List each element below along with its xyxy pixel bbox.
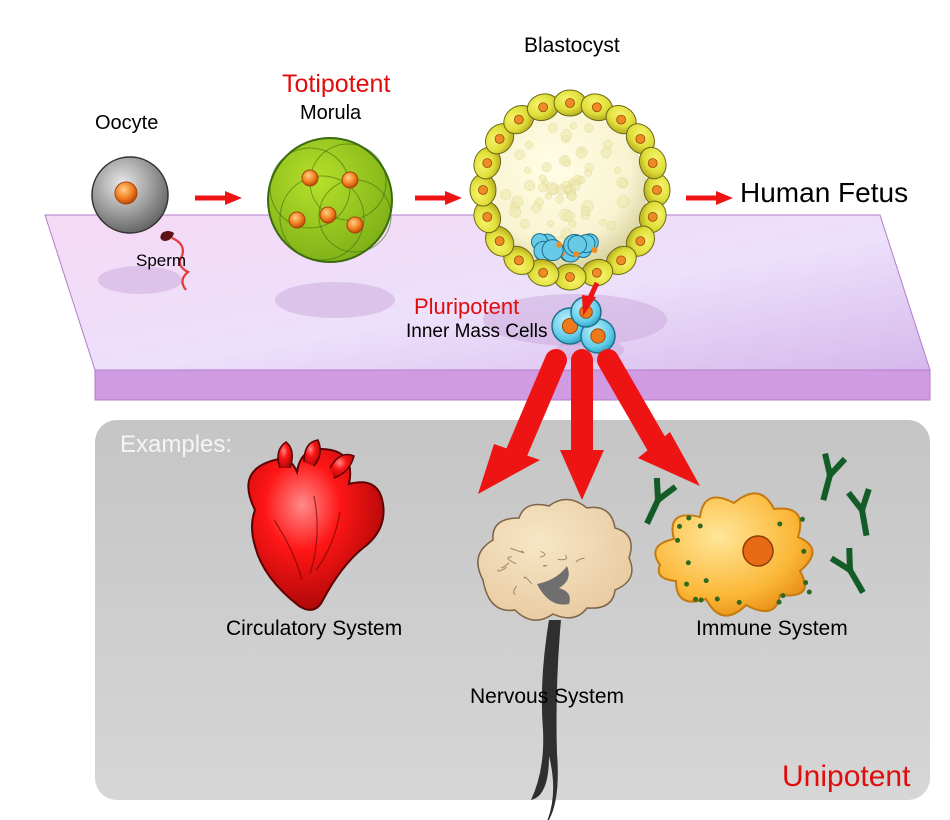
morula-label: Morula (300, 102, 361, 125)
arrow-head (445, 191, 462, 205)
immune-label: Immune System (696, 617, 848, 641)
morula-nucleus (320, 207, 336, 223)
morula-nucleus (342, 172, 358, 188)
blastocyst-label: Blastocyst (524, 34, 620, 58)
morula-nucleus (302, 170, 318, 186)
oocyte-nucleus (115, 182, 137, 204)
pluripotent-label: Pluripotent (414, 294, 519, 320)
morula-nucleus (289, 212, 305, 228)
examples-label: Examples: (120, 431, 232, 459)
oocyte-label: Oocyte (95, 112, 158, 135)
blastocyst-icm-cell (568, 235, 587, 254)
platform-side (95, 370, 930, 400)
circulatory-label: Circulatory System (226, 617, 402, 641)
immune-nucleus (743, 536, 773, 566)
arrow-head (225, 191, 242, 205)
morula-nucleus (347, 217, 363, 233)
totipotent-label: Totipotent (282, 70, 390, 99)
inner-mass-label: Inner Mass Cells (406, 321, 548, 343)
sperm-label: Sperm (136, 251, 186, 271)
fetus-label: Human Fetus (740, 177, 908, 209)
nervous-label: Nervous System (470, 685, 624, 709)
arrow-head (716, 191, 733, 205)
morula-icon (268, 138, 392, 262)
unipotent-label: Unipotent (782, 760, 910, 794)
platform-shadow (275, 282, 395, 318)
